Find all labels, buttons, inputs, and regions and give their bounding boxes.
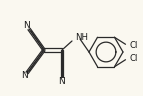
Text: N: N xyxy=(59,77,65,86)
Text: NH: NH xyxy=(75,34,88,43)
Text: Cl: Cl xyxy=(130,41,138,50)
Text: Cl: Cl xyxy=(130,54,138,63)
Text: N: N xyxy=(24,22,30,31)
Text: N: N xyxy=(22,72,28,81)
